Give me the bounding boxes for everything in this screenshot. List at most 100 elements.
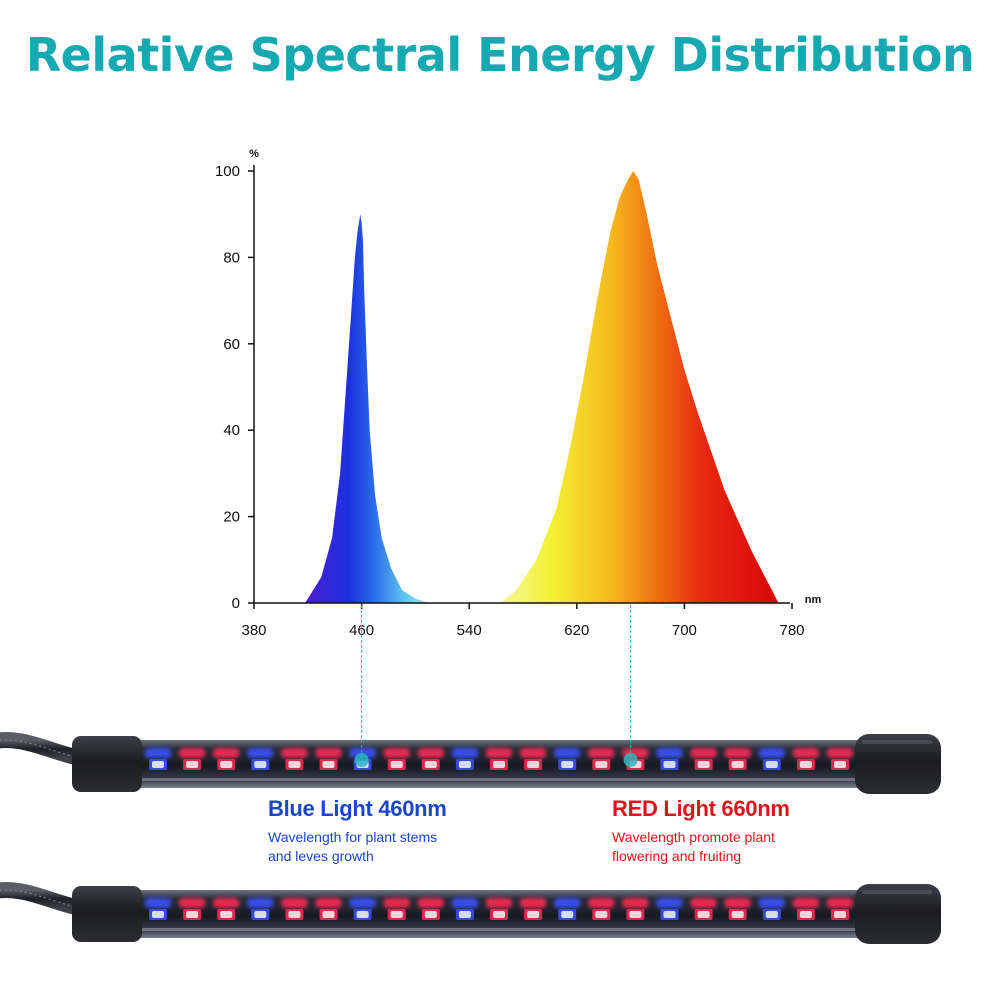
spectrum-series-1 (305, 214, 429, 603)
red-led-glow (588, 748, 615, 758)
x-unit-label: nm (805, 594, 822, 606)
led-chip-core (595, 761, 608, 768)
led-chip-core (288, 911, 301, 918)
red-led-glow (827, 898, 853, 908)
red-led-glow (179, 748, 206, 758)
blue-led-glow (247, 748, 274, 758)
led-chip-core (356, 911, 369, 918)
led-chip-core (254, 911, 267, 918)
led-chip-core (288, 761, 301, 768)
led-chip-core (152, 911, 164, 918)
red-led-glow (588, 898, 615, 908)
led-chip-core (629, 911, 642, 918)
led-strip-top (0, 605, 941, 794)
red-led-glow (520, 748, 547, 758)
red-led-glow (315, 748, 342, 758)
red-led-glow (383, 748, 410, 758)
red-led-glow (213, 898, 240, 908)
blue-led-glow (554, 748, 581, 758)
red-led-glow (622, 898, 649, 908)
blue-led-glow (656, 898, 683, 908)
led-chip-core (254, 761, 267, 768)
blue-light-caption: Blue Light 460nm Wavelength for plant st… (268, 796, 447, 866)
led-chip-core (424, 911, 437, 918)
spectrum-series-2 (500, 171, 779, 603)
blue-led-glow (554, 898, 581, 908)
page-title: Relative Spectral Energy Distribution (25, 28, 975, 82)
x-tick-label: 700 (672, 622, 697, 639)
tube-highlight (135, 778, 860, 781)
blue-460-marker (354, 753, 369, 767)
right-end-cap (855, 734, 941, 794)
led-chip-core (527, 761, 540, 768)
led-chip-core (186, 911, 199, 918)
x-tick-label: 620 (564, 622, 589, 639)
led-chip-core (493, 911, 505, 918)
red-led-glow (179, 898, 206, 908)
blue-led-glow (349, 748, 376, 758)
led-chip-core (561, 761, 574, 768)
red-led-glow (213, 748, 240, 758)
red-led-glow (417, 748, 444, 758)
y-tick-label: 80 (223, 249, 240, 266)
red-led-glow (827, 748, 853, 758)
gooseneck-ridges (0, 739, 81, 759)
x-tick-label: 380 (241, 622, 266, 639)
led-chip-core (220, 911, 233, 918)
led-chip-core (765, 911, 778, 918)
red-led-glow (792, 748, 819, 758)
led-chip-core (322, 911, 335, 918)
led-chip-core (834, 911, 846, 918)
led-chip-core (663, 761, 676, 768)
led-chip-core (152, 761, 164, 768)
blue-light-desc-line-1: Wavelength for plant stems (268, 829, 438, 845)
red-light-caption: RED Light 660nm Wavelength promote plant… (612, 796, 790, 866)
left-end-cap (72, 736, 142, 792)
red-light-desc-line-1: Wavelength promote plant (612, 829, 775, 845)
led-chip-core (799, 761, 812, 768)
red-led-glow (486, 748, 512, 758)
led-chip-core (390, 911, 403, 918)
led-chip-core (731, 911, 744, 918)
red-led-glow (417, 898, 444, 908)
red-led-glow (383, 898, 410, 908)
red-led-glow (690, 898, 717, 908)
led-chip-core (186, 761, 199, 768)
x-tick-label: 540 (457, 622, 482, 639)
blue-led-glow (145, 898, 171, 908)
gooseneck-ridges (0, 889, 81, 909)
y-tick-label: 40 (223, 422, 240, 439)
led-chip-core (799, 911, 812, 918)
x-tick-label: 780 (779, 622, 804, 639)
red-led-glow (724, 898, 751, 908)
led-chip-core (561, 911, 574, 918)
led-chip-core (220, 761, 233, 768)
left-end-cap (72, 886, 142, 942)
y-tick-label: 20 (223, 509, 240, 526)
blue-led-glow (656, 748, 683, 758)
red-led-glow (315, 898, 342, 908)
red-660-marker (623, 753, 638, 767)
blue-light-heading: Blue Light 460nm (268, 796, 447, 821)
red-light-desc-line-2: flowering and fruiting (612, 848, 742, 864)
tube-highlight (135, 928, 860, 931)
blue-led-glow (349, 898, 376, 908)
blue-light-desc-line-2: and leves growth (268, 848, 374, 864)
end-cap-shine (862, 740, 932, 744)
right-end-cap (855, 884, 941, 944)
led-chip-core (595, 911, 608, 918)
led-chip-core (731, 761, 744, 768)
led-chip-core (493, 761, 505, 768)
red-light-heading: RED Light 660nm (612, 796, 790, 821)
red-led-glow (520, 898, 547, 908)
y-tick-label: 100 (215, 163, 240, 180)
led-chip-core (458, 911, 471, 918)
y-tick-label: 0 (232, 595, 240, 612)
led-chip-core (527, 911, 540, 918)
led-chip-core (697, 911, 710, 918)
led-chip-core (424, 761, 437, 768)
led-chip-core (390, 761, 403, 768)
red-led-glow (281, 748, 308, 758)
